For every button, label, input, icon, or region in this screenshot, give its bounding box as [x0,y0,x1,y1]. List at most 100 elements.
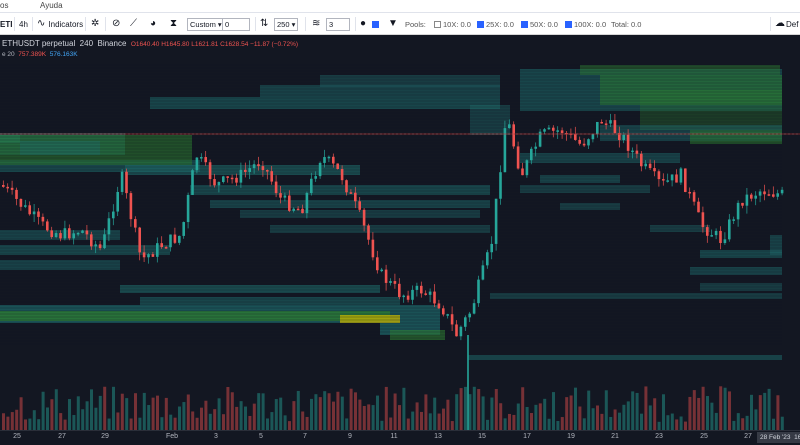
checkbox-icon[interactable] [434,20,441,28]
candle-body [582,143,586,146]
volume-bar [226,386,230,430]
candle-body [371,239,375,258]
volume-bar [437,413,441,430]
volume-bar [626,401,630,430]
custom-value-input[interactable]: 0 [222,13,250,35]
volume-bar [459,388,463,430]
hourglass-icon[interactable]: ⧗ [170,18,178,29]
divider [255,17,256,31]
candle-body [701,212,705,228]
menu-item-os[interactable]: os [0,1,9,10]
volume-bar [569,395,573,430]
checkbox-checked-icon[interactable] [477,20,484,28]
checkbox-checked-icon[interactable] [565,20,572,28]
volume-bar [384,386,388,430]
candle-body [622,134,625,141]
candle-body [384,269,388,283]
eye-hidden-icon[interactable]: ⊘ [112,18,121,29]
ruler-icon[interactable]: ⟋ [130,18,137,29]
chart-area[interactable]: ETHUSDT perpetual 240 Binance O1640.40 H… [0,35,800,430]
time-axis-tick: 13 [434,433,442,440]
volume-bar [349,388,353,430]
volume-bar [644,386,648,430]
volume-bar [261,393,265,430]
menu-item-help[interactable]: Ayuda [40,1,63,10]
volume-bar [376,395,379,430]
candle-body [644,163,647,167]
volume-bar [345,418,349,430]
custom-select[interactable]: Custom ▾ [187,13,225,35]
levels-select[interactable]: 250 ▾ [274,13,299,35]
candle-body [261,166,265,171]
pool-10x[interactable]: 10X: 0.0 [434,13,471,35]
filter-icon[interactable]: ▼ [388,18,398,29]
interval-button[interactable]: 4h [19,19,28,29]
volume-bar [147,405,151,430]
volume-bar [332,401,335,430]
settings-icon[interactable]: ✲ [91,18,100,29]
volume-bar [530,413,533,430]
volume-bar [538,403,542,430]
indicators-button[interactable]: ∿ Indicators [37,13,83,35]
candle-body [525,160,529,176]
volume-bar [741,418,745,430]
time-axis-tick: 9 [348,433,352,440]
symbol-button[interactable]: ETI [0,19,13,29]
candle-body [490,243,493,253]
pool-50x[interactable]: 50X: 0.0 [521,13,558,35]
checkbox-checked-icon[interactable] [372,20,379,28]
toggle-checkbox[interactable] [372,13,381,35]
candle-body [618,133,621,141]
legend-symbol[interactable]: ETHUSDT perpetual [2,39,76,48]
checkbox-checked-icon[interactable] [521,20,528,28]
candle-body [767,194,771,196]
volume-bar [534,404,538,430]
candlestick-heatmap-canvas[interactable] [0,35,800,430]
candle-body [723,239,727,244]
candle-body [662,179,665,181]
volume-legend: e 20 757.389K 576.163K [2,51,78,58]
candle-body [63,228,67,239]
volume-bar [393,393,397,430]
volume-bar [98,395,102,430]
candle-body [556,130,559,132]
candle-body [41,216,45,222]
pool-25x[interactable]: 25X: 0.0 [477,13,514,35]
candle-body [235,177,238,183]
volume-bar [622,404,626,430]
volume-bar [618,412,621,430]
candle-body [657,171,661,180]
volume-bar [59,413,63,430]
candle-body [428,291,432,295]
candle-body [534,146,537,149]
candle-body [336,163,339,170]
bomb-icon[interactable]: ● [360,18,367,29]
volume-bar [160,417,164,430]
candle-body [481,265,485,280]
candle-body [120,171,124,192]
volume-value-b: 576.163K [49,51,78,58]
count-input[interactable]: 3 [326,13,350,35]
volume-bar [679,416,683,430]
chart-legend: ETHUSDT perpetual 240 Binance O1640.40 H… [2,39,298,48]
sort-height-icon[interactable]: ⇅ [260,18,269,29]
volume-bar [310,398,313,430]
candle-body [398,283,401,298]
time-axis[interactable]: 25 27 29 Feb 3 5 7 9 11 13 15 17 19 21 23 25 27 28 Feb '… [0,430,800,445]
volume-bar [340,396,344,430]
candle-body [94,244,97,247]
custom-select-value[interactable]: Custom ▾ [187,17,225,31]
default-layout-button[interactable]: ☁ Def [775,13,798,35]
layers-icon[interactable]: ≋ [312,18,321,29]
candle-body [613,120,617,134]
pool-100x[interactable]: 100X: 0.0 [565,13,606,35]
levels-select-value[interactable]: 250 ▾ [274,17,299,31]
candle-body [472,303,476,314]
candle-body [455,324,458,337]
volume-bar [336,391,340,430]
volume-bar [296,390,300,430]
candle-body [521,168,524,176]
candle-body [415,285,419,290]
candle-body [574,133,577,140]
palette-icon[interactable]: ◕ [150,18,157,29]
